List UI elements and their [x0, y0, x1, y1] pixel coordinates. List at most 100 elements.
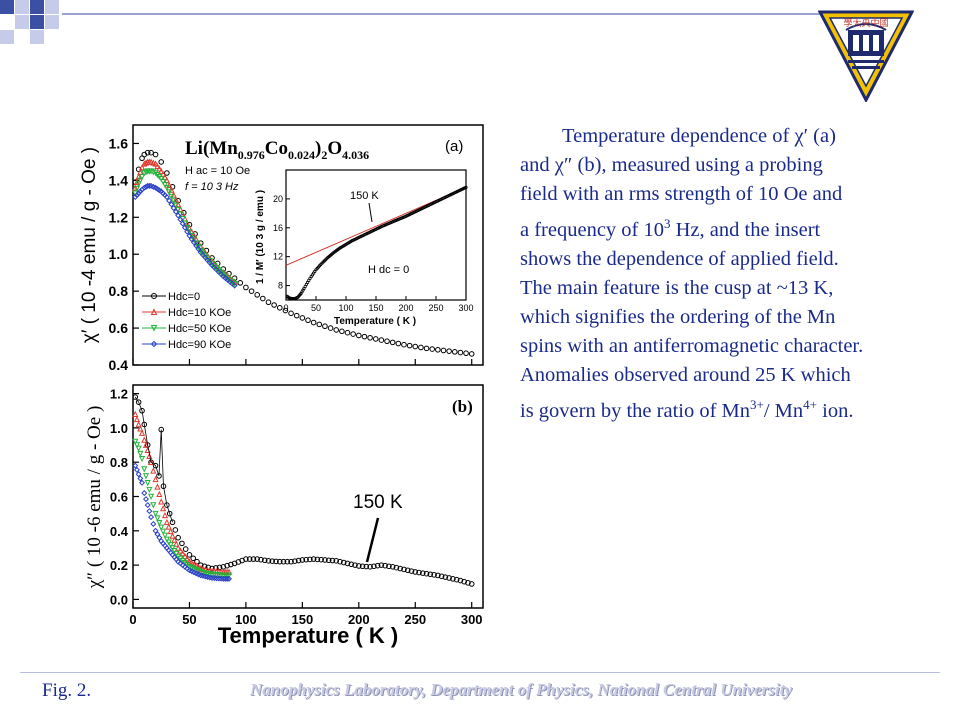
data-point	[152, 151, 159, 158]
xtick-label-inset: 50	[311, 303, 321, 313]
ytick-label-a: 1.0	[109, 246, 129, 262]
ytick-label-b: 0.6	[110, 490, 128, 505]
data-point	[367, 564, 373, 570]
data-point	[167, 527, 174, 535]
data-point	[150, 502, 157, 509]
data-point	[152, 475, 159, 483]
data-point	[318, 556, 324, 563]
data-point	[175, 544, 182, 551]
series-line	[134, 396, 173, 523]
data-point	[292, 558, 298, 564]
data-point	[418, 344, 424, 351]
data-point	[427, 571, 434, 578]
data-point	[146, 182, 153, 189]
decor-square	[45, 15, 59, 29]
figure-label: Fig. 2.	[42, 680, 92, 701]
data-point	[339, 328, 345, 335]
data-point	[237, 280, 244, 286]
data-point	[142, 159, 150, 166]
figure-description: Temperature dependence of χ′ (a) and χ″ …	[520, 122, 940, 426]
data-point	[161, 511, 169, 519]
data-point	[164, 170, 170, 176]
data-point	[154, 531, 161, 538]
data-point	[158, 498, 165, 505]
data-point	[139, 479, 146, 486]
data-point	[273, 558, 279, 565]
data-point	[166, 510, 173, 517]
data-point	[147, 493, 155, 500]
data-point	[135, 471, 142, 478]
data-point	[158, 175, 165, 182]
panel-a-frame	[132, 124, 484, 366]
description-line: Anomalies observed around 25 K which	[520, 363, 851, 386]
footer-text: Nanophysics Laboratory, Department of Ph…	[250, 680, 792, 699]
data-point	[137, 188, 144, 195]
data-point	[154, 162, 161, 170]
panel-b-annotation: 150 K	[353, 492, 403, 513]
data-point	[453, 576, 460, 583]
panel-b-callout-line	[365, 517, 380, 563]
data-point	[150, 340, 158, 348]
decor-square	[15, 15, 29, 29]
data-point	[438, 573, 445, 580]
data-point	[163, 184, 170, 192]
data-point	[337, 558, 343, 565]
data-point	[389, 339, 396, 346]
data-point	[463, 350, 469, 357]
data-point	[135, 399, 142, 405]
description-line: spins with an antiferromagnetic characte…	[520, 334, 864, 357]
decor-square	[30, 0, 44, 14]
ytick-label-b: 1.2	[110, 387, 128, 402]
data-point	[138, 173, 146, 181]
data-point	[151, 293, 157, 299]
data-point	[305, 317, 311, 324]
inset-frame	[285, 169, 467, 301]
data-point	[168, 193, 175, 201]
data-point	[416, 569, 422, 576]
xtick-label-inset: 150	[368, 303, 383, 313]
data-point	[299, 315, 306, 321]
description-line: a frequency of 103 Hz, and the insert	[520, 216, 821, 241]
xtick-label-b: 300	[461, 612, 483, 627]
data-point	[412, 569, 419, 575]
panel-b-ylabel: χ″ ( 10 -6 emu / g - Oe )	[84, 406, 105, 590]
data-point	[150, 467, 157, 474]
data-point	[344, 560, 351, 567]
data-point	[404, 567, 411, 574]
data-point	[378, 562, 385, 568]
xtick-label-b: 0	[129, 612, 136, 627]
data-point	[461, 578, 467, 585]
data-point	[132, 438, 139, 446]
data-point	[132, 193, 139, 201]
data-point	[173, 550, 180, 558]
data-point	[393, 564, 400, 571]
data-point	[374, 562, 381, 569]
data-point	[457, 349, 464, 356]
data-point	[163, 518, 170, 526]
data-point	[190, 555, 197, 562]
data-point	[142, 441, 150, 448]
data-point	[135, 421, 142, 428]
data-point	[361, 333, 368, 340]
ytick-label-b: 0.4	[110, 524, 129, 539]
data-point	[158, 159, 165, 165]
data-point	[172, 202, 180, 209]
data-point	[190, 236, 198, 243]
data-point	[248, 288, 255, 294]
data-point	[181, 224, 188, 231]
data-point	[159, 178, 167, 186]
data-point	[158, 167, 165, 174]
panel-b-label: (b)	[452, 397, 473, 416]
data-point	[159, 528, 167, 535]
ytick-label-b: 1.0	[110, 421, 128, 436]
xtick-label-b: 250	[404, 612, 426, 627]
data-point	[327, 325, 334, 331]
data-point	[135, 181, 142, 188]
footer-rule	[20, 672, 940, 673]
data-point	[154, 515, 161, 522]
data-point	[228, 561, 234, 568]
xtick-label-b: 100	[235, 612, 257, 627]
data-point	[352, 562, 358, 568]
data-point	[175, 212, 182, 219]
xtick-label-b: 200	[348, 612, 370, 627]
